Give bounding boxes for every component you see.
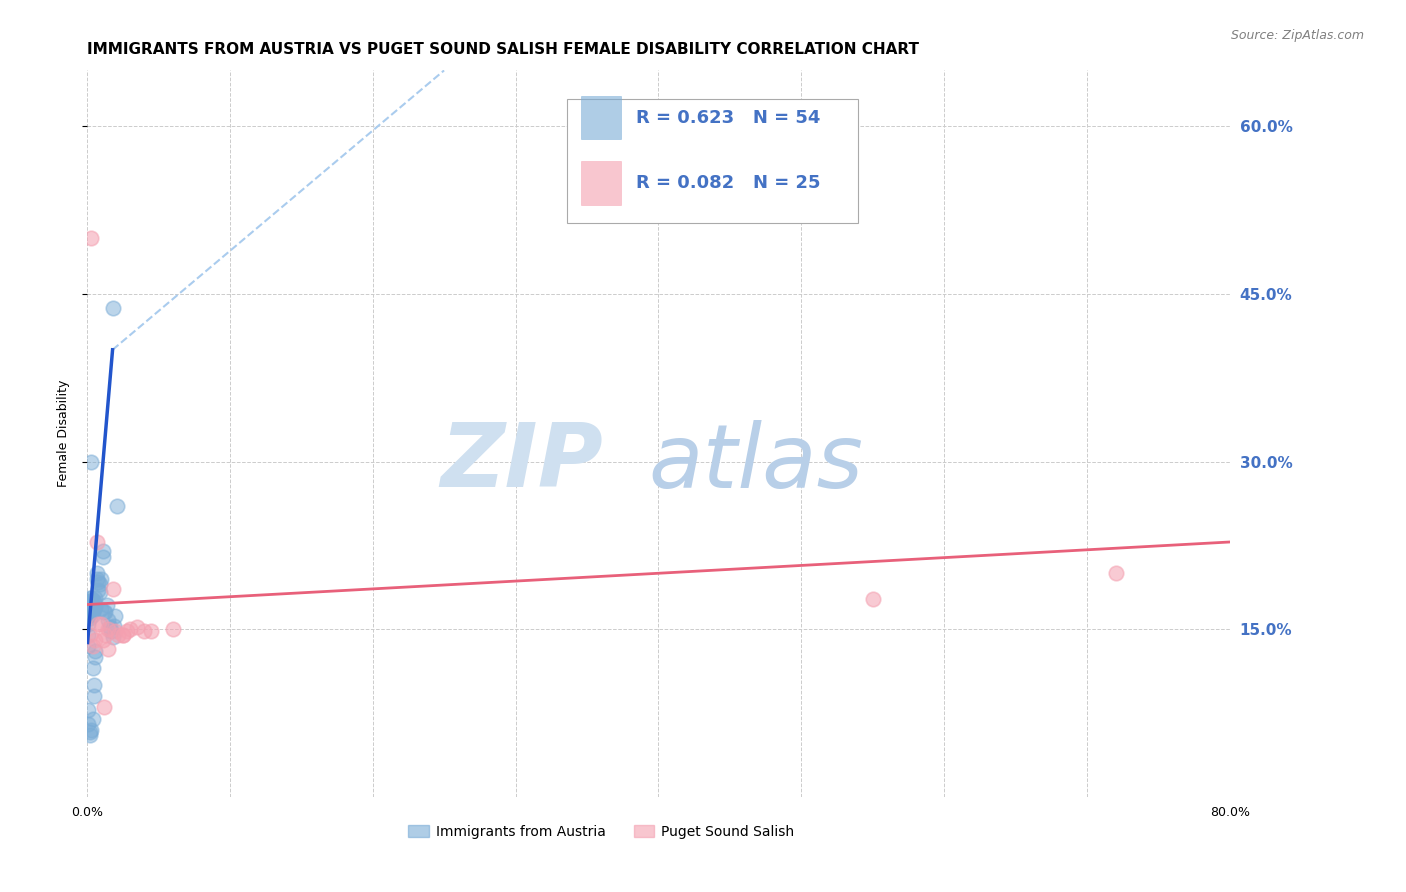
Point	[91, 633, 114, 648]
Point	[862, 591, 884, 606]
Point	[84, 633, 107, 648]
Point	[84, 644, 107, 658]
Point	[94, 628, 117, 642]
Point	[105, 500, 128, 514]
Point	[77, 639, 100, 653]
Point	[86, 566, 108, 581]
Point	[111, 628, 134, 642]
Text: R = 0.082   N = 25: R = 0.082 N = 25	[636, 174, 820, 192]
Legend: Immigrants from Austria, Puget Sound Salish: Immigrants from Austria, Puget Sound Sal…	[402, 819, 800, 845]
Point	[104, 608, 127, 623]
Point	[83, 689, 105, 703]
Point	[93, 606, 115, 620]
Point	[77, 717, 100, 731]
Point	[91, 549, 114, 564]
Point	[87, 582, 110, 597]
Point	[86, 572, 108, 586]
Point	[141, 624, 163, 639]
Point	[90, 616, 112, 631]
Point	[103, 619, 125, 633]
Point	[80, 606, 103, 620]
Point	[83, 602, 105, 616]
Point	[97, 613, 120, 627]
Point	[98, 620, 121, 634]
Text: IMMIGRANTS FROM AUSTRIA VS PUGET SOUND SALISH FEMALE DISABILITY CORRELATION CHAR: IMMIGRANTS FROM AUSTRIA VS PUGET SOUND S…	[87, 42, 920, 57]
FancyBboxPatch shape	[567, 100, 859, 223]
Point	[79, 628, 101, 642]
Y-axis label: Female Disability: Female Disability	[58, 380, 70, 487]
Point	[77, 594, 100, 608]
Point	[82, 607, 104, 622]
Point	[86, 535, 108, 549]
Point	[77, 616, 100, 631]
Point	[80, 231, 103, 245]
Point	[162, 622, 184, 636]
Point	[82, 661, 104, 675]
Point	[107, 628, 129, 642]
Point	[79, 725, 101, 739]
Point	[104, 624, 127, 639]
Point	[97, 622, 120, 636]
Point	[97, 642, 120, 657]
Point	[80, 723, 103, 737]
Point	[101, 301, 124, 316]
Point	[77, 703, 100, 717]
Point	[82, 639, 104, 653]
Point	[79, 591, 101, 605]
Point	[79, 728, 101, 742]
Point	[84, 591, 107, 605]
Point	[118, 622, 141, 636]
Point	[101, 582, 124, 596]
Point	[80, 599, 103, 614]
Point	[125, 620, 148, 634]
Text: ZIP: ZIP	[440, 419, 603, 506]
Point	[80, 454, 103, 468]
Point	[83, 678, 105, 692]
Point	[82, 602, 104, 616]
Point	[77, 608, 100, 623]
Point	[77, 628, 100, 642]
Point	[115, 624, 138, 639]
Point	[82, 712, 104, 726]
Point	[84, 599, 107, 614]
Point	[93, 700, 115, 714]
Point	[79, 606, 101, 620]
Point	[90, 602, 112, 616]
FancyBboxPatch shape	[581, 95, 620, 139]
Point	[89, 585, 111, 599]
Point	[94, 606, 117, 620]
Point	[100, 624, 122, 639]
Point	[96, 598, 118, 612]
Text: Source: ZipAtlas.com: Source: ZipAtlas.com	[1230, 29, 1364, 43]
Point	[84, 650, 107, 665]
Point	[111, 628, 134, 642]
Point	[79, 599, 101, 614]
Point	[89, 577, 111, 591]
Point	[1105, 566, 1128, 581]
Point	[77, 602, 100, 616]
Text: atlas: atlas	[648, 419, 863, 506]
FancyBboxPatch shape	[581, 161, 620, 205]
Point	[87, 575, 110, 590]
Point	[101, 630, 124, 644]
Point	[80, 591, 103, 605]
Point	[83, 594, 105, 608]
Point	[80, 594, 103, 608]
Point	[79, 611, 101, 625]
Point	[91, 544, 114, 558]
Point	[132, 624, 155, 639]
Text: R = 0.623   N = 54: R = 0.623 N = 54	[636, 109, 820, 127]
Point	[90, 572, 112, 586]
Point	[87, 616, 110, 631]
Point	[82, 594, 104, 608]
